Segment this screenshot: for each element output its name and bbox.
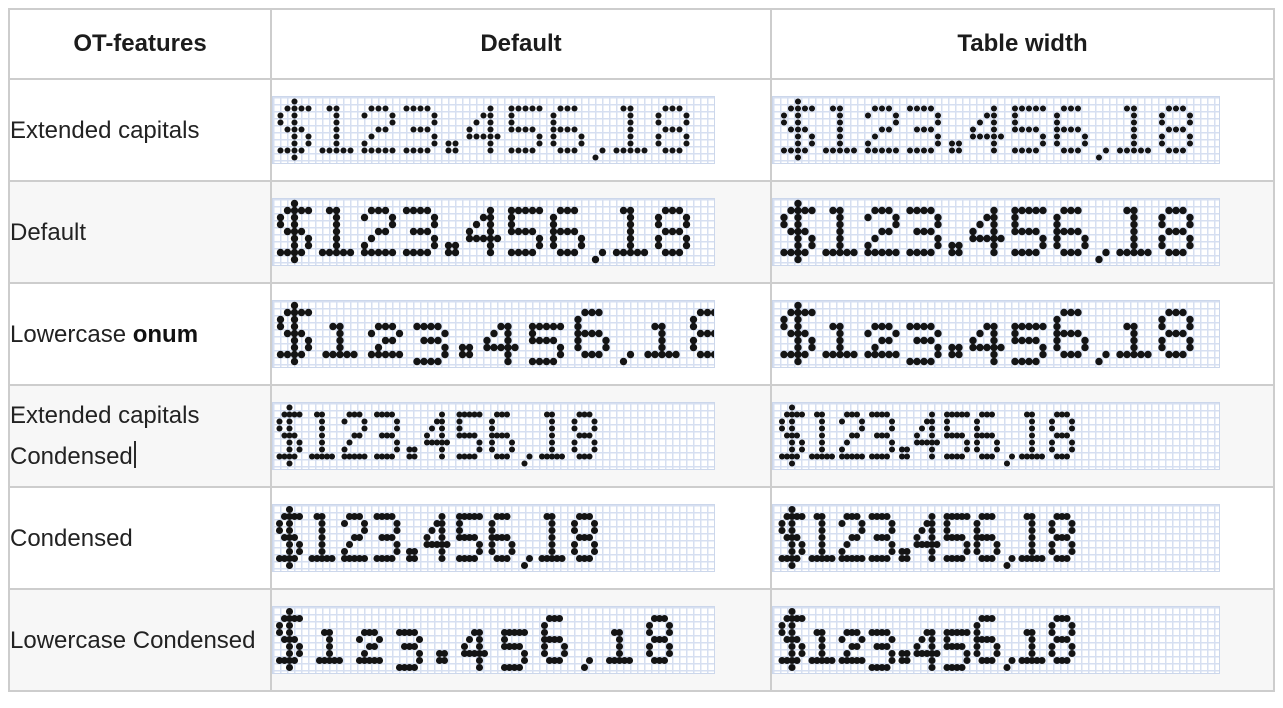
dot-matrix-sample: [276, 301, 714, 366]
row-label: Lowercase Condensed: [8, 588, 272, 692]
row-label[interactable]: Extended capitals Condensed: [8, 384, 272, 488]
grid-band: [272, 606, 715, 674]
grid-band: [772, 504, 1220, 572]
table-row: Default: [8, 180, 1275, 284]
row-label: Condensed: [8, 486, 272, 590]
row-label: Default: [8, 180, 272, 284]
dot-matrix-sample: [780, 199, 1194, 264]
grid-band: [772, 606, 1220, 674]
grid-band: [772, 96, 1220, 164]
grid-band: [272, 402, 715, 470]
sample-cell-table_width: [770, 180, 1275, 284]
sample-cell-table_width: [770, 78, 1275, 182]
table-row: Condensed: [8, 486, 1275, 590]
sample-cell-default: [270, 486, 772, 590]
row-label-text: Default: [10, 218, 87, 246]
grid-band: [772, 198, 1220, 266]
dot-matrix-sample: [276, 199, 691, 264]
row-label-text: Extended capitals Condensed: [10, 402, 200, 470]
dot-matrix-sample: [780, 98, 1194, 161]
table-row: Extended capitals Condensed: [8, 384, 1275, 488]
table-row: Lowercase onum: [8, 282, 1275, 386]
dot-matrix-sample: [277, 98, 690, 161]
sample-cell-default: [270, 282, 772, 386]
sample-cell-table_width: [770, 588, 1275, 692]
header-default: Default: [270, 8, 772, 80]
text-cursor: [133, 441, 136, 468]
table-row: Lowercase Condensed: [8, 588, 1275, 692]
row-label-feature-tag: onum: [132, 320, 199, 348]
grid-band: [272, 300, 715, 368]
grid-band: [772, 402, 1220, 470]
sample-cell-default: [270, 588, 772, 692]
grid-band: [272, 198, 715, 266]
header-table-width: Table width: [770, 8, 1275, 80]
dot-matrix-sample: [780, 301, 1194, 366]
row-label-text: Extended capitals: [10, 116, 200, 144]
sample-cell-table_width: [770, 384, 1275, 488]
grid-band: [272, 504, 715, 572]
dot-matrix-sample: [275, 505, 599, 570]
header-ot-features: OT-features: [8, 8, 272, 80]
header-row: OT-features Default Table width: [8, 8, 1275, 80]
sample-cell-table_width: [770, 282, 1275, 386]
dot-matrix-sample: [275, 607, 674, 672]
grid-band: [272, 96, 715, 164]
row-label-text: Lowercase Condensed: [10, 626, 256, 654]
dot-matrix-sample: [778, 404, 1076, 467]
ot-features-table: OT-features Default Table width Extended…: [8, 8, 1275, 692]
table-header: OT-features Default Table width: [8, 8, 1275, 80]
row-label: Lowercase onum: [8, 282, 272, 386]
sample-cell-default: [270, 78, 772, 182]
dot-matrix-sample: [778, 505, 1076, 570]
table-body: Extended capitals Default Lowercase onum Ex…: [8, 78, 1275, 692]
dot-matrix-sample: [778, 607, 1076, 672]
sample-cell-table_width: [770, 486, 1275, 590]
row-label: Extended capitals: [8, 78, 272, 182]
table-row: Extended capitals: [8, 78, 1275, 182]
sample-cell-default: [270, 180, 772, 284]
row-label-text: Lowercase: [10, 320, 133, 348]
grid-band: [772, 300, 1220, 368]
dot-matrix-sample: [276, 404, 598, 467]
sample-cell-default: [270, 384, 772, 488]
row-label-text: Condensed: [10, 524, 133, 552]
